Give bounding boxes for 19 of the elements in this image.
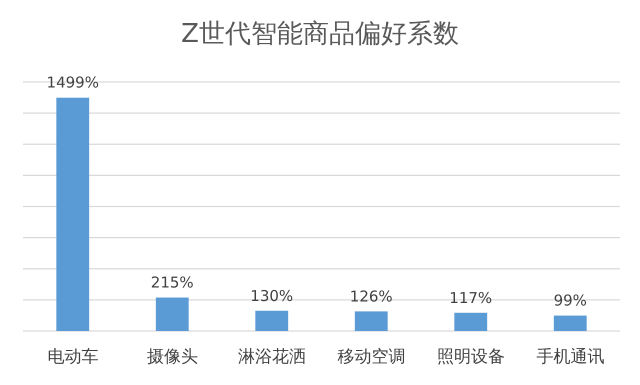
bar (56, 98, 90, 331)
data-label: 215% (150, 274, 194, 292)
bar (454, 312, 488, 331)
data-label: 99% (554, 292, 587, 310)
x-tick-label: 手机通讯 (536, 347, 604, 367)
bar (554, 316, 587, 331)
bar (354, 311, 388, 331)
x-tick-label: 淋浴花洒 (238, 347, 306, 367)
data-label: 117% (449, 288, 492, 307)
data-label: 130% (250, 286, 294, 305)
bar (156, 298, 189, 331)
x-tick-label: 照明设备 (436, 347, 505, 367)
x-tick-label: 移动空调 (337, 347, 406, 367)
x-tick-label: 电动车 (47, 347, 98, 367)
data-label: 1499% (46, 74, 99, 92)
chart-title: Z世代智能商品偏好系数 (181, 19, 459, 49)
data-label: 126% (350, 287, 393, 306)
bar (255, 310, 288, 331)
x-tick-label: 摄像头 (146, 347, 198, 367)
